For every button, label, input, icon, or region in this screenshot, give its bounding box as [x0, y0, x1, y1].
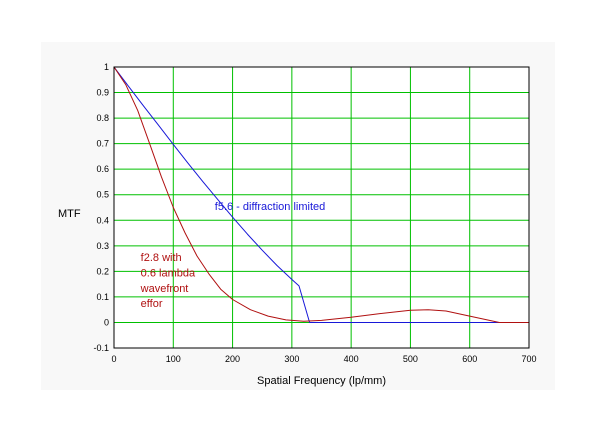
annotation-label: effor	[141, 298, 163, 310]
x-tick-labels: 0 100 200 300 400 500 600 700	[111, 354, 536, 364]
mtf-chart: 0 100 200 300 400 500 600 700 -0.100.10.20.30.4…	[41, 42, 555, 390]
y-tick-label: 0.2	[96, 266, 109, 276]
x-axis-label: Spatial Frequency (lp/mm)	[257, 375, 386, 387]
y-tick-label: 0.7	[96, 139, 109, 149]
y-tick-label: 0.5	[96, 190, 109, 200]
y-tick-label: 0.8	[96, 113, 109, 123]
series-line-1	[113, 66, 529, 323]
x-tick-label: 500	[403, 354, 418, 364]
chart-figure: 0 100 200 300 400 500 600 700 -0.1 0 0.1 0.2 0.3 0.4…	[41, 42, 555, 390]
y-tick-label: -0.1	[93, 343, 109, 353]
y-axis-label: MTF	[58, 208, 81, 220]
y-tick-label: 0.1	[96, 292, 109, 302]
y-tick-label: 1	[104, 62, 109, 72]
annotation-label: 0.6 lambda	[141, 267, 196, 279]
y-tick-label: 0.9	[96, 88, 109, 98]
x-tick-label: 100	[166, 354, 181, 364]
x-tick-label: 200	[225, 354, 240, 364]
plot-area	[114, 67, 529, 348]
plot-background	[114, 67, 529, 348]
annotation-label: wavefront	[140, 283, 189, 295]
annotation-label: f5.6 - diffraction limited	[215, 201, 325, 213]
x-tick-label: 300	[284, 354, 299, 364]
series-line-2	[113, 66, 529, 323]
x-tick-label: 700	[521, 354, 536, 364]
y-tick-labels: -0.1 0 0.1 0.2 0.3 0.4 0.5 0.6 0.7 0.8 0.9 1	[93, 62, 109, 353]
y-tick-label: 0.6	[96, 164, 109, 174]
annotations: f5.6 - diffraction limited f2.8 with 0.6 l…	[140, 201, 326, 310]
plot-frame	[113, 66, 530, 349]
y-tick-label: 0.3	[96, 241, 109, 251]
x-tick-label: 600	[462, 354, 477, 364]
x-tick-label: 0	[111, 354, 116, 364]
y-tick-label: 0	[104, 317, 109, 327]
data-series	[113, 66, 529, 323]
y-tick-label: 0.4	[96, 215, 109, 225]
annotation-label: f2.8 with	[141, 252, 182, 264]
x-tick-label: 400	[344, 354, 359, 364]
